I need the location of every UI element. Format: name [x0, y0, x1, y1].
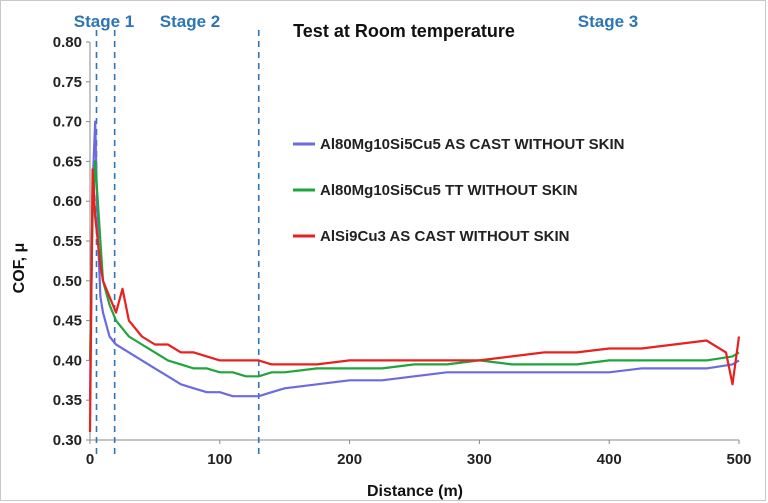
series-line-3	[88, 168, 741, 433]
x-tick-label: 100	[207, 451, 232, 468]
stage-lines	[95, 30, 260, 455]
y-tick-label: 0.55	[53, 233, 82, 250]
series-line-1	[88, 120, 740, 401]
stage-label: Stage 3	[578, 12, 638, 31]
x-tick-label: 400	[597, 451, 622, 468]
y-tick-label: 0.45	[53, 313, 82, 330]
y-axis-title: COF, μ	[11, 243, 28, 294]
tick-labels: 0.30 0.35 0.40 0.45 0.50 0.55 0.60 0.65 0.70 0.75…	[53, 34, 752, 468]
x-tick-label: 500	[726, 451, 751, 468]
y-tick-label: 0.35	[53, 392, 82, 409]
legend-label-2: Al80Mg10Si5Cu5 TT WITHOUT SKIN	[320, 182, 578, 199]
legend: Al80Mg10Si5Cu5 AS CAST WITHOUT SKIN Al80M…	[293, 136, 624, 245]
stage-label: Stage 2	[160, 12, 220, 31]
legend-label-1: Al80Mg10Si5Cu5 AS CAST WITHOUT SKIN	[320, 136, 624, 153]
legend-label-3: AlSi9Cu3 AS CAST WITHOUT SKIN	[320, 228, 569, 245]
stage-labels: Stage 1 Stage 2 Stage 3	[74, 12, 638, 31]
x-axis-title: Distance (m)	[367, 483, 463, 500]
y-tick-label: 0.80	[53, 34, 82, 51]
y-tick-label: 0.65	[53, 153, 82, 170]
y-tick-label: 0.75	[53, 74, 82, 91]
series-line-2	[88, 160, 740, 378]
series-lines	[88, 120, 741, 433]
chart-title: Test at Room temperature	[293, 21, 515, 41]
y-tick-label: 0.60	[53, 193, 82, 210]
y-tick-label: 0.50	[53, 273, 82, 290]
x-tick-label: 200	[337, 451, 362, 468]
x-tick-label: 300	[467, 451, 492, 468]
y-tick-label: 0.30	[53, 432, 82, 449]
y-tick-label: 0.70	[53, 114, 82, 131]
y-tick-label: 0.40	[53, 352, 82, 369]
stage-label: Stage 1	[74, 12, 134, 31]
x-tick-label: 0	[86, 451, 94, 468]
